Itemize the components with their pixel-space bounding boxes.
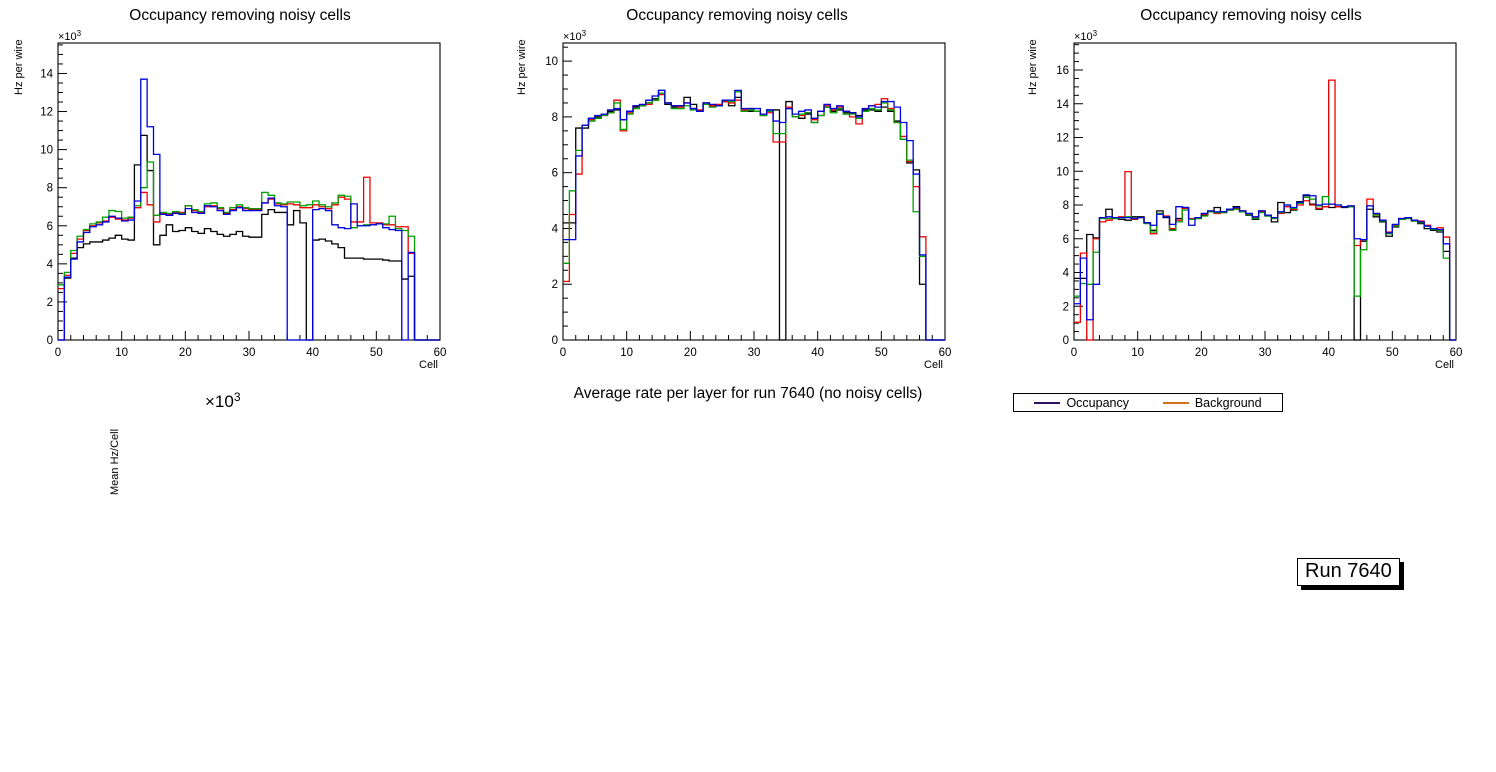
svg-text:10: 10 — [40, 145, 53, 157]
y-axis-label: Hz per wire — [1027, 39, 1039, 95]
series-group — [58, 79, 440, 340]
svg-text:0: 0 — [1063, 335, 1069, 347]
svg-text:10: 10 — [1131, 347, 1144, 359]
y-exponent: ×103 — [1074, 29, 1098, 43]
series-0000e0 — [563, 90, 945, 340]
svg-text:30: 30 — [1259, 347, 1272, 359]
run-badge: Run 7640 — [1297, 558, 1400, 586]
legend-item-background[interactable]: Background — [1162, 395, 1262, 410]
axes: 0 10 20 30 40 50 60 0 2 4 6 8 10 12 14 16 — [1056, 42, 1463, 359]
axes: 0 10 20 30 40 50 60 0 2 4 6 8 10 — [545, 42, 952, 359]
svg-text:16: 16 — [1056, 65, 1069, 77]
panel-average-rate: Average rate per layer for run 7640 (no … — [0, 380, 1496, 772]
svg-text:2: 2 — [1063, 301, 1069, 313]
legend-label-background: Background — [1194, 395, 1262, 410]
background-line-swatch — [1162, 401, 1189, 404]
svg-text:10: 10 — [620, 347, 633, 359]
svg-text:40: 40 — [1322, 347, 1335, 359]
panel-occupancy-sl2: Occupancy removing noisy cells Hz per wi… — [505, 0, 985, 380]
series-00a000 — [58, 162, 440, 340]
occupancy-line-swatch — [1034, 401, 1061, 404]
chart-legend[interactable]: Occupancy Background — [1013, 393, 1283, 412]
panel-occupancy-sl1: Occupancy removing noisy cells Hz per wi… — [0, 0, 480, 380]
panel-title: Occupancy removing noisy cells — [626, 7, 848, 24]
svg-text:10: 10 — [545, 56, 558, 68]
svg-text:40: 40 — [811, 347, 824, 359]
panel-title: Occupancy removing noisy cells — [1140, 7, 1362, 24]
svg-text:0: 0 — [552, 335, 558, 347]
svg-text:0: 0 — [1071, 347, 1077, 359]
axes: 0 10 20 30 40 50 60 0 2 4 6 8 10 12 14 — [40, 42, 447, 359]
svg-text:8: 8 — [1063, 200, 1069, 212]
panel-title: Occupancy removing noisy cells — [129, 7, 351, 24]
svg-text:0: 0 — [560, 347, 566, 359]
legend-label-occupancy: Occupancy — [1066, 395, 1129, 410]
legend-item-occupancy[interactable]: Occupancy — [1034, 396, 1129, 410]
svg-text:14: 14 — [40, 68, 53, 80]
series-group — [1074, 80, 1456, 340]
svg-text:30: 30 — [243, 347, 256, 359]
series-0000e0 — [58, 79, 440, 340]
svg-text:6: 6 — [552, 168, 558, 180]
x-axis-label: Cell — [1435, 359, 1454, 371]
y-axis-label: Hz per wire — [13, 39, 25, 95]
x-axis-label: Cell — [419, 359, 438, 371]
svg-text:4: 4 — [1063, 268, 1070, 280]
svg-text:12: 12 — [40, 107, 53, 119]
y-exponent: ×103 — [563, 29, 587, 43]
svg-text:20: 20 — [179, 347, 192, 359]
y-exponent: ×103 — [58, 29, 82, 43]
series-ef0000 — [563, 95, 945, 340]
svg-text:4: 4 — [47, 259, 54, 271]
series-0000e0 — [1074, 195, 1456, 340]
svg-text:50: 50 — [370, 347, 383, 359]
svg-text:60: 60 — [1450, 347, 1463, 359]
svg-text:40: 40 — [306, 347, 319, 359]
svg-text:50: 50 — [875, 347, 888, 359]
chart-occupancy-sl2: Occupancy removing noisy cells Hz per wi… — [516, 7, 952, 371]
svg-text:30: 30 — [748, 347, 761, 359]
svg-text:0: 0 — [55, 347, 61, 359]
svg-text:2: 2 — [552, 279, 558, 291]
series-group — [563, 90, 945, 340]
svg-text:20: 20 — [684, 347, 697, 359]
svg-text:50: 50 — [1386, 347, 1399, 359]
svg-text:10: 10 — [115, 347, 128, 359]
svg-text:12: 12 — [1056, 133, 1069, 145]
series-00a000 — [563, 92, 945, 340]
chart-occupancy-sl3: Occupancy removing noisy cells Hz per wi… — [1027, 7, 1463, 371]
svg-text:4: 4 — [552, 223, 559, 235]
svg-text:60: 60 — [434, 347, 447, 359]
svg-text:20: 20 — [1195, 347, 1208, 359]
y-axis-label: Hz per wire — [516, 39, 528, 95]
svg-text:60: 60 — [939, 347, 952, 359]
chart-average-rate: Average rate per layer for run 7640 (no … — [109, 385, 923, 495]
svg-text:6: 6 — [47, 221, 53, 233]
svg-text:8: 8 — [47, 183, 53, 195]
y-exponent: ×103 — [205, 390, 241, 411]
svg-text:8: 8 — [552, 112, 558, 124]
svg-text:2: 2 — [47, 297, 53, 309]
chart-occupancy-sl1: Occupancy removing noisy cells Hz per wi… — [13, 7, 447, 371]
svg-text:10: 10 — [1056, 166, 1069, 178]
svg-text:6: 6 — [1063, 234, 1069, 246]
svg-text:14: 14 — [1056, 99, 1069, 111]
series-ef0000 — [1074, 80, 1456, 340]
bottom-title: Average rate per layer for run 7640 (no … — [574, 385, 923, 402]
y-axis-label: Mean Hz/Cell — [109, 429, 121, 495]
series-000000 — [58, 135, 440, 340]
x-axis-label: Cell — [924, 359, 943, 371]
svg-text:0: 0 — [47, 335, 53, 347]
panel-occupancy-sl3: Occupancy removing noisy cells Hz per wi… — [1016, 0, 1496, 380]
